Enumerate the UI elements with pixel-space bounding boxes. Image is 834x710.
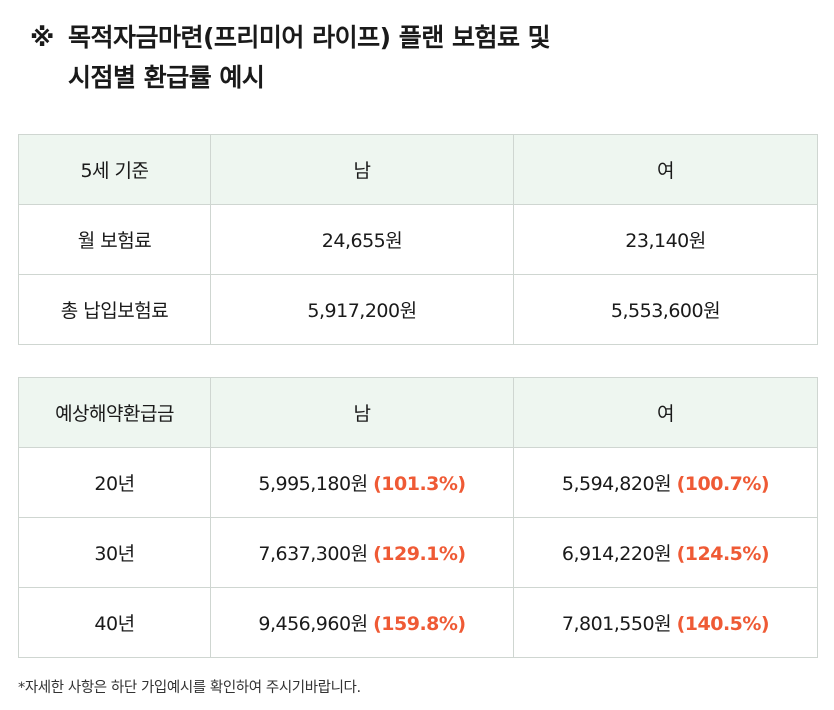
- male-cell: 5,995,180원 (101.3%): [210, 447, 514, 518]
- female-cell: 6,914,220원 (124.5%): [513, 517, 818, 588]
- female-value: 23,140원: [513, 204, 818, 275]
- table-row: 총 납입보험료 5,917,200원 5,553,600원: [18, 274, 818, 345]
- header-cell-male: 남: [210, 377, 514, 448]
- male-value: 5,917,200원: [210, 274, 514, 345]
- male-value: 9,456,960원: [258, 613, 368, 635]
- header-cell-basis: 5세 기준: [18, 134, 211, 205]
- female-value: 7,801,550원: [561, 613, 672, 635]
- title-line-2: 시점별 환급률 예시: [68, 63, 265, 92]
- male-cell: 7,637,300원 (129.1%): [210, 517, 514, 588]
- table-header-row: 5세 기준 남 여: [18, 134, 818, 205]
- female-cell: 5,594,820원 (100.7%): [513, 447, 818, 518]
- header-cell-refund: 예상해약환급금: [18, 377, 211, 448]
- row-label: 월 보험료: [18, 204, 211, 275]
- title-line-1: 목적자금마련(프리미어 라이프) 플랜 보험료 및: [68, 23, 551, 52]
- male-value: 5,995,180원: [258, 473, 368, 495]
- header-cell-female: 여: [513, 377, 818, 448]
- header-cell-female: 여: [513, 134, 818, 205]
- male-cell: 9,456,960원 (159.8%): [210, 587, 514, 658]
- row-label: 20년: [18, 447, 211, 518]
- male-refund-rate: (129.1%): [373, 543, 466, 565]
- reference-mark: ※: [30, 23, 54, 52]
- female-value: 5,553,600원: [513, 274, 818, 345]
- table-row: 40년 9,456,960원 (159.8%) 7,801,550원 (140.…: [18, 587, 818, 658]
- male-refund-rate: (101.3%): [373, 473, 466, 495]
- male-refund-rate: (159.8%): [373, 613, 466, 635]
- table-header-row: 예상해약환급금 남 여: [18, 377, 818, 448]
- header-cell-male: 남: [210, 134, 514, 205]
- female-refund-rate: (100.7%): [676, 473, 770, 495]
- female-refund-rate: (140.5%): [676, 613, 770, 635]
- page-title: ※ 목적자금마련(프리미어 라이프) 플랜 보험료 및 시점별 환급률 예시: [30, 18, 820, 98]
- footnote: *자세한 사항은 하단 가입예시를 확인하여 주시기바랍니다.: [18, 680, 361, 696]
- male-value: 7,637,300원: [258, 543, 368, 565]
- table-row: 20년 5,995,180원 (101.3%) 5,594,820원 (100.…: [18, 447, 818, 518]
- female-refund-rate: (124.5%): [676, 543, 770, 565]
- table-row: 30년 7,637,300원 (129.1%) 6,914,220원 (124.…: [18, 517, 818, 588]
- table-row: 월 보험료 24,655원 23,140원: [18, 204, 818, 275]
- row-label: 30년: [18, 517, 211, 588]
- refund-table: 예상해약환급금 남 여 20년 5,995,180원 (101.3%) 5,59…: [18, 377, 818, 658]
- female-cell: 7,801,550원 (140.5%): [513, 587, 818, 658]
- row-label: 40년: [18, 587, 211, 658]
- female-value: 5,594,820원: [561, 473, 672, 495]
- male-value: 24,655원: [210, 204, 514, 275]
- premium-table: 5세 기준 남 여 월 보험료 24,655원 23,140원 총 납입보험료 …: [18, 134, 818, 345]
- female-value: 6,914,220원: [561, 543, 672, 565]
- row-label: 총 납입보험료: [18, 274, 211, 345]
